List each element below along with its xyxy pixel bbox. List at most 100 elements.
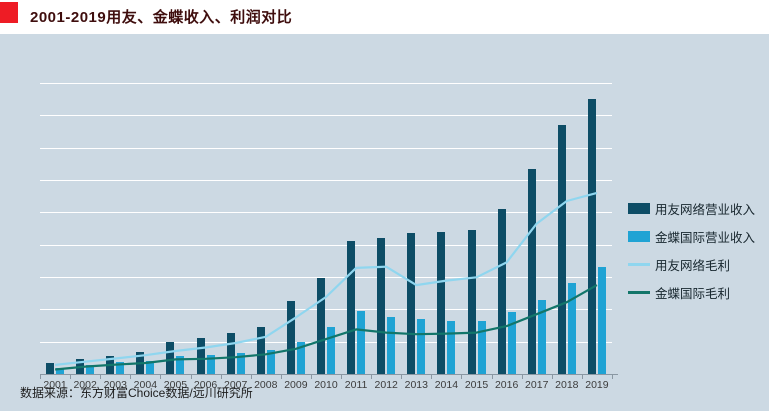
x-axis-label-2013: 2013: [404, 379, 428, 391]
legend-label: 金蝶国际毛利: [655, 286, 731, 301]
x-axis-tick: [461, 375, 463, 379]
gridline-10: [40, 341, 612, 343]
bar-用友网络营业收入-2016: [497, 209, 506, 374]
bar-用友网络营业收入-2011: [347, 241, 356, 374]
x-axis-label-2008: 2008: [254, 379, 278, 391]
red-accent-square: [0, 2, 18, 23]
bar-用友网络营业收入-2014: [437, 232, 446, 374]
line-series-layer: [54, 191, 598, 371]
legend-item-用友网络毛利: 用友网络毛利: [628, 250, 768, 278]
x-axis-label-2009: 2009: [284, 379, 308, 391]
x-axis-label-2012: 2012: [374, 379, 398, 391]
bar-金蝶国际营业收入-2006: [206, 354, 215, 374]
x-axis-label-2014: 2014: [434, 379, 459, 391]
plot-area: [40, 83, 618, 379]
data-source-note: 数据来源：东方财富Choice数据/远川研究所: [20, 386, 253, 400]
bar-金蝶国际营业收入-2002: [86, 364, 95, 374]
x-axis-label-2003: 2003: [103, 379, 127, 391]
bar-用友网络营业收入-2007: [226, 332, 235, 374]
x-axis-tick: [130, 375, 132, 379]
gridline-50: [40, 212, 612, 214]
bar-金蝶国际营业收入-2009: [296, 342, 305, 374]
x-axis-tick: [581, 375, 583, 379]
gridline-90: [40, 83, 612, 84]
legend-label: 金蝶国际营业收入: [655, 230, 756, 245]
x-axis-tick: [341, 375, 343, 379]
bar-用友网络营业收入-2017: [527, 169, 536, 374]
bar-用友网络营业收入-2001: [46, 363, 55, 374]
x-axis-tick: [100, 375, 102, 379]
bar-用友网络营业收入-2008: [256, 327, 265, 374]
x-axis-tick: [70, 375, 72, 379]
x-axis-label-2011: 2011: [344, 379, 368, 391]
bar-金蝶国际营业收入-2014: [447, 321, 456, 374]
bar-金蝶国际营业收入-2018: [567, 283, 576, 374]
bar-金蝶国际营业收入-2019: [597, 266, 606, 374]
gridline-80: [40, 115, 612, 117]
bar-金蝶国际营业收入-2011: [357, 310, 366, 374]
x-axis-tick: [280, 375, 282, 379]
x-axis-tick: [371, 375, 373, 379]
x-axis-label-2002: 2002: [73, 379, 97, 391]
gridline-70: [40, 147, 612, 149]
line-用友网络毛利: [54, 191, 598, 366]
x-axis-label-2010: 2010: [314, 379, 338, 391]
x-axis-label-2005: 2005: [163, 379, 188, 391]
bar-用友网络营业收入-2012: [377, 237, 386, 374]
bar-金蝶国际营业收入-2007: [236, 352, 245, 374]
bar-金蝶国际营业收入-2008: [266, 349, 275, 374]
x-axis-label-2017: 2017: [525, 379, 549, 391]
x-axis-label-2019: 2019: [585, 379, 609, 391]
title-bar: 2001-2019用友、金蝶收入、利润对比: [0, 0, 769, 34]
x-axis-tick: [310, 375, 312, 379]
legend-item-金蝶国际营业收入: 金蝶国际营业收入: [628, 222, 768, 250]
bar-金蝶国际营业收入-2015: [477, 320, 486, 374]
x-axis-tick: [190, 375, 192, 379]
bar-金蝶国际营业收入-2005: [176, 355, 185, 374]
legend-swatch-rect: [628, 202, 650, 214]
bar-金蝶国际营业收入-2010: [327, 327, 335, 374]
legend-item-用友网络营业收入: 用友网络营业收入: [628, 194, 768, 222]
bar-用友网络营业收入-2005: [166, 342, 175, 374]
legend-label: 用友网络毛利: [655, 258, 731, 273]
gridline-30: [40, 277, 612, 278]
x-axis-label-2001: 2001: [43, 379, 67, 391]
bar-金蝶国际营业收入-2012: [387, 317, 396, 374]
gridline-40: [40, 244, 612, 246]
chart-title: 2001-2019用友、金蝶收入、利润对比: [30, 9, 293, 26]
x-axis-tick: [40, 375, 41, 379]
x-axis-label-2004: 2004: [133, 379, 158, 391]
x-axis-tick: [551, 375, 553, 379]
chart-legend: 用友网络营业收入 金蝶国际营业收入 用友网络毛利 金蝶国际毛利: [628, 194, 768, 306]
bar-金蝶国际营业收入-2003: [116, 362, 125, 374]
x-axis-tick: [521, 375, 523, 379]
x-axis-label-2016: 2016: [494, 379, 519, 391]
x-axis-tick: [491, 375, 493, 379]
bar-用友网络营业收入-2019: [587, 98, 596, 374]
x-axis-tick: [160, 375, 162, 379]
bar-金蝶国际营业收入-2001: [56, 367, 65, 374]
x-axis-label-2006: 2006: [193, 379, 218, 391]
bar-用友网络营业收入-2006: [196, 338, 205, 374]
x-axis-label-2015: 2015: [464, 379, 489, 391]
gridline-20: [40, 309, 612, 311]
bar-用友网络营业收入-2010: [317, 278, 325, 374]
legend-swatch-rect: [628, 230, 650, 242]
x-axis-tick: [220, 375, 222, 379]
legend-swatch-line: [628, 290, 650, 294]
x-axis-label-2018: 2018: [555, 379, 579, 391]
x-axis-tick: [250, 375, 252, 379]
legend-item-金蝶国际毛利: 金蝶国际毛利: [628, 278, 768, 306]
x-axis-line: [40, 374, 618, 375]
bar-金蝶国际营业收入-2016: [507, 312, 516, 374]
bar-金蝶国际营业收入-2013: [417, 319, 426, 374]
x-axis-tick: [431, 375, 433, 379]
chart-area: 2001 2002 2003 2004 2005 2006 2007 2008 2009 2010…: [0, 34, 769, 411]
bar-金蝶国际营业收入-2017: [537, 299, 546, 374]
bar-用友网络营业收入-2009: [286, 300, 295, 374]
x-axis-tick: [612, 375, 613, 379]
x-axis-tick: [401, 375, 403, 379]
bar-金蝶国际营业收入-2004: [146, 360, 155, 374]
gridline-60: [40, 180, 612, 181]
legend-label: 用友网络营业收入: [655, 202, 756, 217]
